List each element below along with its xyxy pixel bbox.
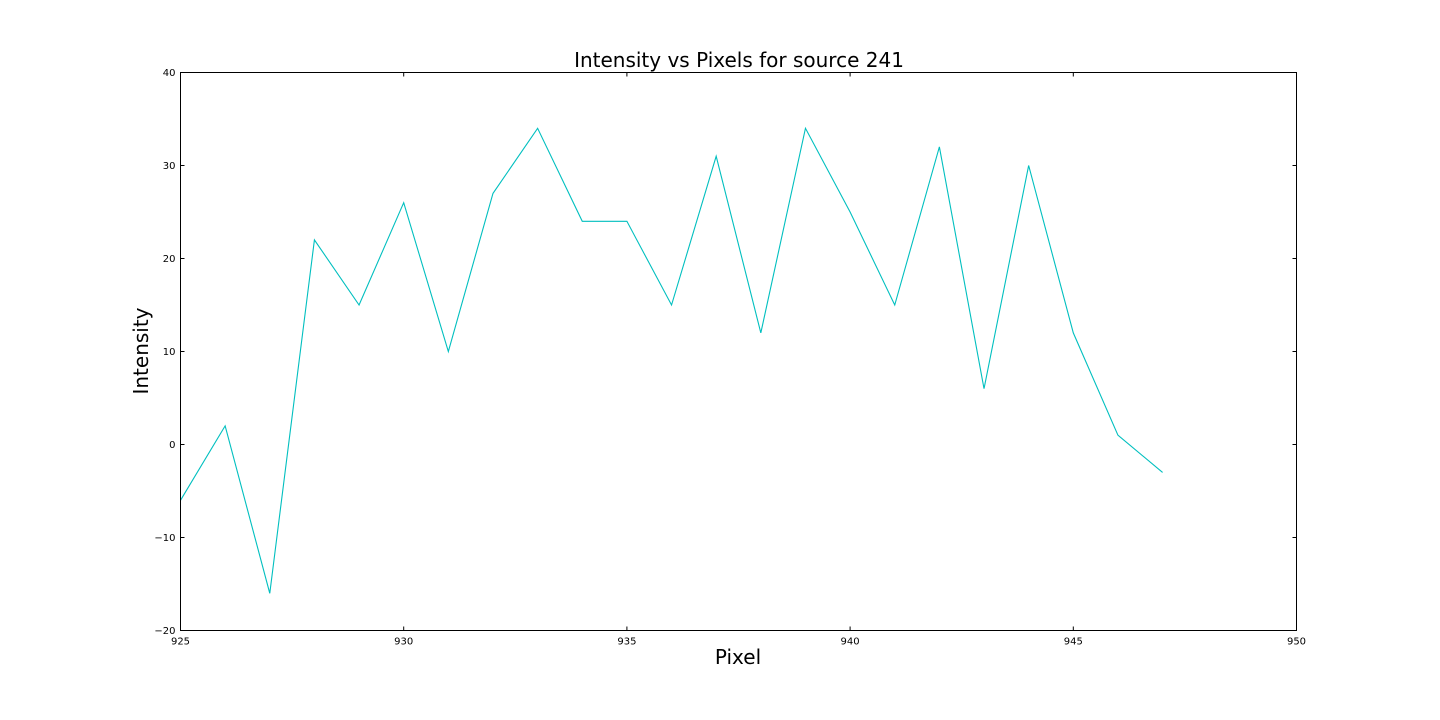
plot-frame: [180, 72, 1297, 631]
y-tick-label: −10: [154, 533, 175, 544]
x-tick-label: 925: [171, 637, 190, 648]
y-tick-label: 10: [163, 347, 176, 358]
x-tick-label: 950: [1287, 637, 1306, 648]
chart-title: Intensity vs Pixels for source 241: [574, 48, 904, 72]
plot-area: [180, 126, 1163, 594]
y-tick-label: −20: [154, 626, 175, 637]
series-line: [180, 126, 1163, 594]
x-axis-label: Pixel: [715, 645, 761, 669]
tick-labels: 925 930 935 940 945 950 −20 −10 0 10 20 30 40: [154, 68, 1306, 648]
x-tick-label: 930: [394, 637, 413, 648]
y-axis-label: Intensity: [129, 307, 153, 394]
y-tick-label: 40: [163, 68, 176, 79]
y-tick-label: 0: [169, 440, 175, 451]
y-tick-label: 20: [163, 254, 176, 265]
x-tick-label: 935: [617, 637, 636, 648]
x-tick-label: 945: [1064, 637, 1083, 648]
y-tick-label: 30: [163, 161, 176, 172]
x-tick-label: 940: [841, 637, 860, 648]
axis-ticks: [180, 72, 1297, 631]
